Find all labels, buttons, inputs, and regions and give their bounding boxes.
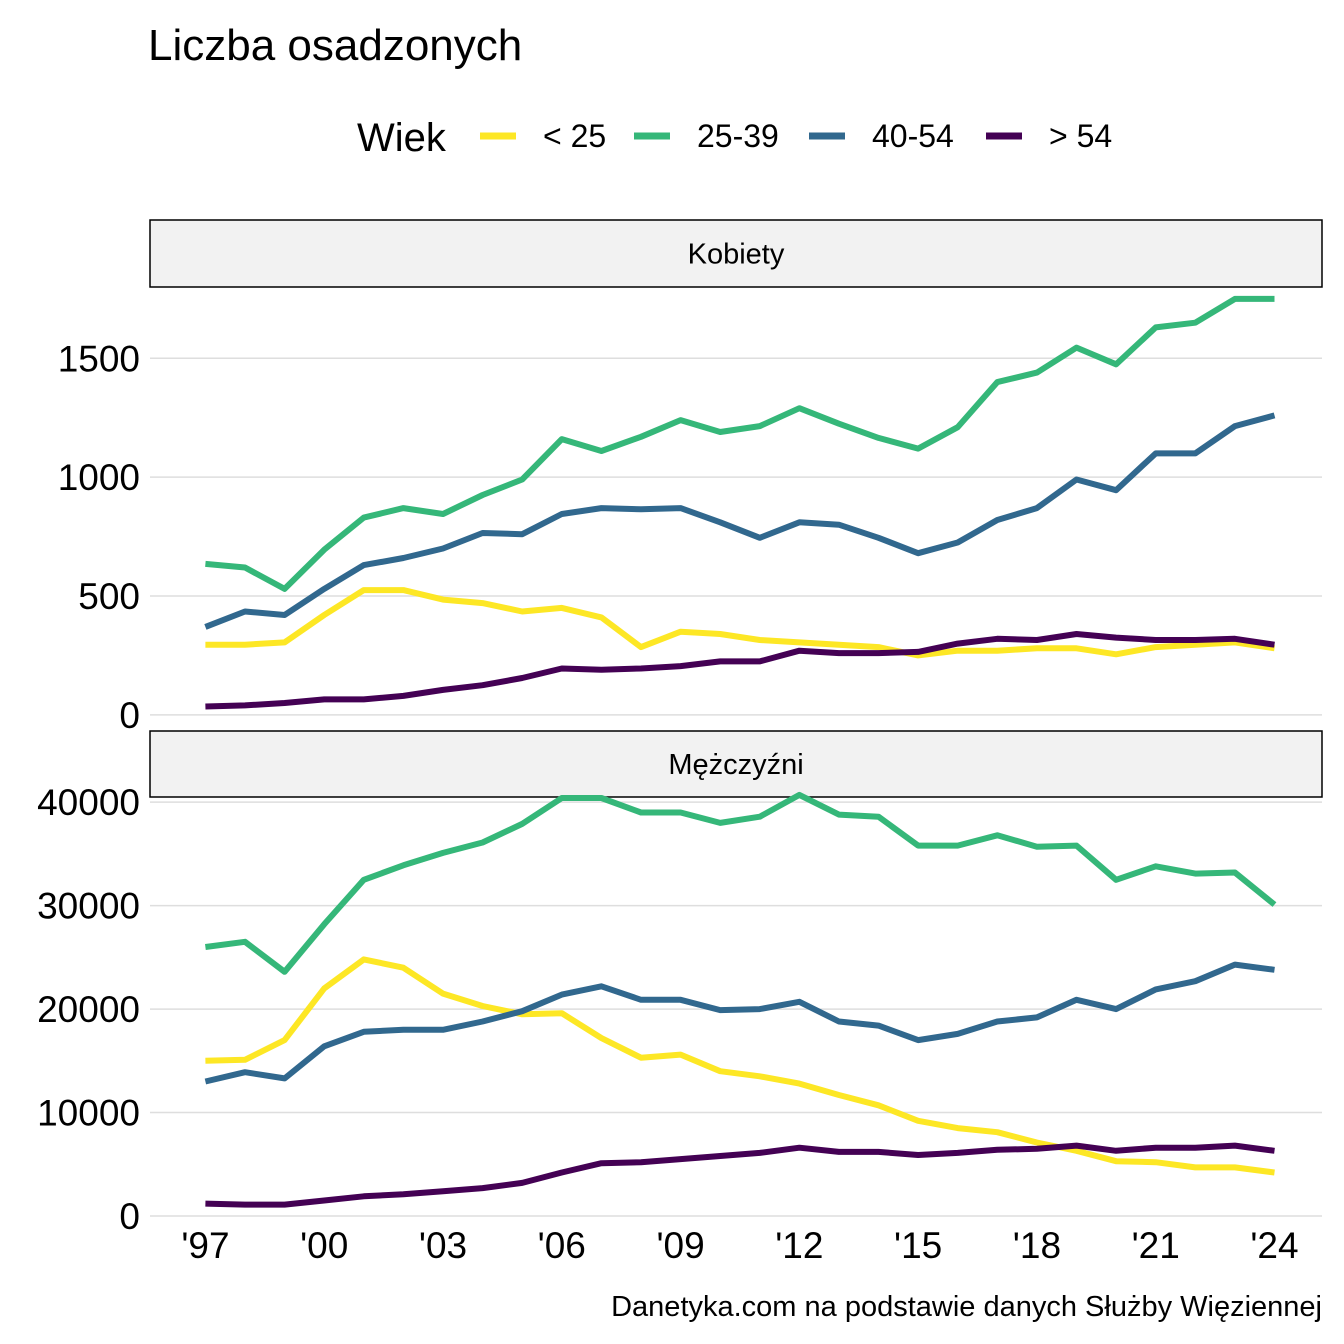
y-tick-label: 30000 [37, 886, 140, 927]
series-line-mezczyzni-40-54 [204, 961, 1275, 1085]
legend-label-25-39: 25-39 [697, 118, 779, 154]
y-tick-label: 0 [119, 695, 140, 736]
legend-label-under-25: < 25 [543, 118, 606, 154]
series-line-kobiety-40-54 [204, 412, 1276, 630]
chart-caption: Danetyka.com na podstawie danych Służby … [611, 1291, 1322, 1323]
x-tick-label: '06 [538, 1225, 586, 1266]
chart-title: Liczba osadzonych [148, 21, 522, 70]
y-tick-label: 40000 [37, 782, 140, 823]
y-tick-label: 1500 [58, 338, 140, 379]
facet-mezczyzni: Mężczyźni 0 10000 20000 30000 40000 [37, 730, 1323, 1237]
series-line-mezczyzni-over-54 [205, 1142, 1275, 1208]
y-tick-label: 20000 [37, 989, 140, 1030]
x-tick-label: '18 [1013, 1225, 1061, 1266]
x-tick-label: '09 [656, 1225, 704, 1266]
y-tick-label: 0 [119, 1196, 140, 1237]
series-line-mezczyzni-under-25 [205, 956, 1275, 1176]
x-tick-label: '24 [1250, 1225, 1298, 1266]
facet-strip-mezczyzni [149, 730, 1323, 798]
y-tick-label: 500 [78, 576, 140, 617]
facet-strip-kobiety [149, 219, 1323, 288]
x-tick-label: '97 [181, 1225, 229, 1266]
legend-label-over-54: > 54 [1049, 118, 1112, 154]
x-tick-label: '12 [775, 1225, 823, 1266]
series-line-kobiety-25-39 [205, 295, 1275, 592]
x-tick-label: '00 [300, 1225, 348, 1266]
y-tick-label: 1000 [58, 457, 140, 498]
series-line-kobiety-under-25 [205, 587, 1275, 659]
legend: Wiek < 25 25-39 40-54 > 54 [357, 116, 1112, 160]
x-axis: '97 '00 '03 '06 '09 '12 '15 '18 '21 '24 [181, 1225, 1298, 1266]
legend-label-40-54: 40-54 [872, 118, 954, 154]
facet-kobiety: Kobiety 0 500 1000 1500 [58, 219, 1323, 736]
facet-label-mezczyzni: Mężczyźni [668, 749, 803, 781]
facet-label-kobiety: Kobiety [688, 239, 785, 271]
y-tick-label: 10000 [37, 1093, 140, 1134]
series-line-mezczyzni-25-39 [205, 791, 1277, 975]
facet-panels: Kobiety 0 500 1000 1500 Mężczyźni 0 10000 20000 3… [37, 219, 1323, 1237]
x-tick-label: '03 [419, 1225, 467, 1266]
series-line-kobiety-over-54 [205, 631, 1275, 710]
legend-title: Wiek [357, 116, 447, 160]
x-tick-label: '15 [894, 1225, 942, 1266]
x-tick-label: '21 [1132, 1225, 1180, 1266]
